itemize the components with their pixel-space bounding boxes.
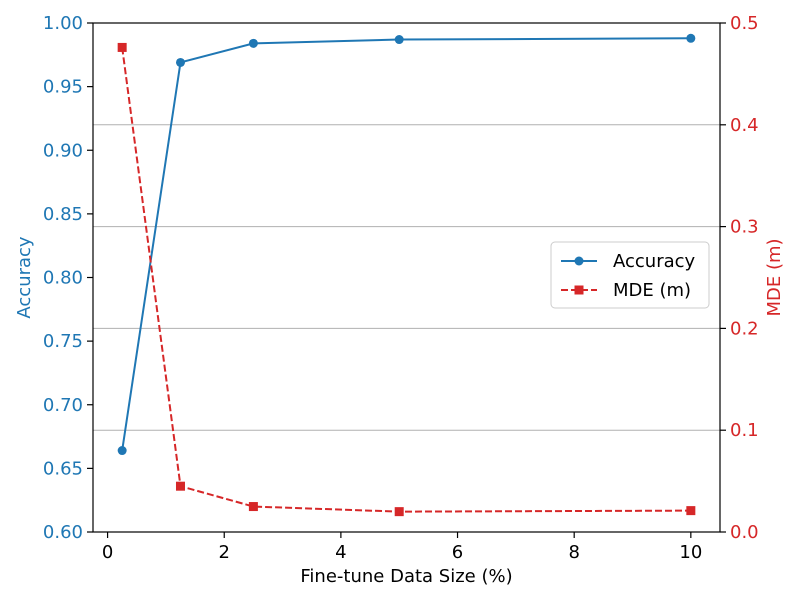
y-right-tick-label: 0.4 [730,115,759,136]
y-right-tick-label: 0.5 [730,13,759,34]
accuracy-point [248,38,258,48]
accuracy-point [175,57,185,67]
y-right-tick-label: 0.2 [730,318,759,339]
x-tick-label: 8 [568,542,579,563]
mde-point [686,506,696,516]
x-tick-label: 4 [335,542,346,563]
legend-accuracy-label: Accuracy [613,251,696,272]
legend-mde-marker [574,285,584,295]
axes-layer: 0 2 4 6 8 10 0.60 0.65 0.70 0.75 0.80 0.85 0.90 0.95 1… [14,13,785,587]
accuracy-point [686,33,696,43]
mde-point [175,481,185,491]
accuracy-point [117,446,127,456]
x-tick-label: 2 [219,542,230,563]
y-right-tick-label: 0.1 [730,420,759,441]
legend-accuracy-marker [574,256,584,266]
y-right-axis-label: MDE (m) [764,238,785,316]
y-left-tick-label: 0.65 [43,458,83,479]
x-tick-label: 0 [102,542,113,563]
mde-point [248,502,258,512]
legend-box [550,241,710,309]
y-left-tick-label: 1.00 [43,13,83,34]
legend-mde-label: MDE (m) [613,280,691,301]
y-right-tick-label: 0.3 [730,217,759,238]
y-left-tick-label: 0.90 [43,140,83,161]
y-left-tick-label: 0.95 [43,77,83,98]
series-layer [117,33,696,517]
x-tick-label: 10 [679,542,702,563]
y-left-tick-label: 0.60 [43,522,83,543]
y-left-tick-label: 0.85 [43,204,83,225]
grid-layer [93,124,720,431]
legend: Accuracy MDE (m) [550,241,710,309]
mde-point [394,507,404,517]
mde-point [117,42,127,52]
y-left-tick-label: 0.75 [43,331,83,352]
y-right-tick-label: 0.0 [730,522,759,543]
x-axis-label: Fine-tune Data Size (%) [300,566,512,587]
x-tick-label: 6 [452,542,463,563]
y-left-axis-label: Accuracy [14,236,35,319]
accuracy-point [394,35,404,45]
y-left-tick-label: 0.70 [43,395,83,416]
mde-line [121,47,691,513]
y-left-tick-label: 0.80 [43,268,83,289]
